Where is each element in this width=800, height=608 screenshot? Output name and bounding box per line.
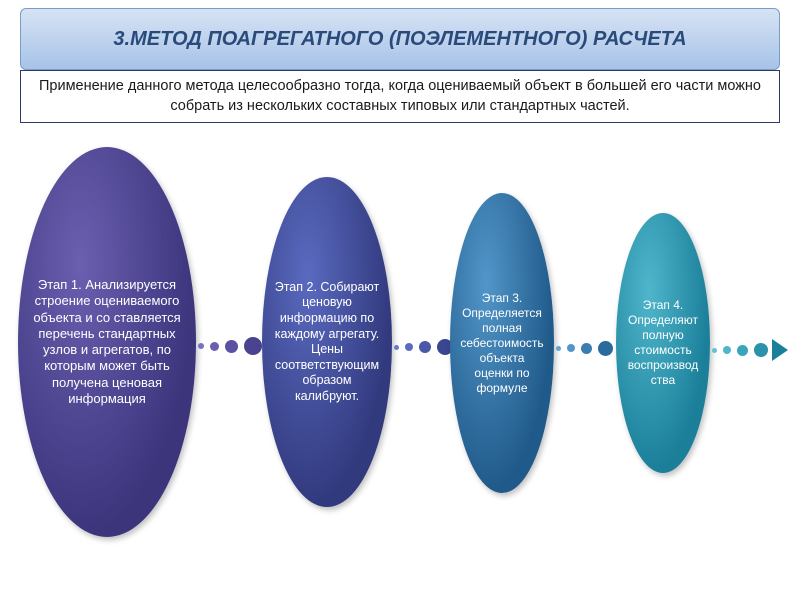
dot-icon	[244, 337, 262, 355]
title-bar: 3.МЕТОД ПОАГРЕГАТНОГО (ПОЭЛЕМЕНТНОГО) РА…	[20, 8, 780, 70]
arrow-right-icon	[772, 339, 788, 361]
dot-icon	[198, 343, 204, 349]
connector-4	[712, 339, 788, 361]
stage-1-text: Этап 1. Анализируется строение оцениваем…	[28, 277, 186, 407]
dot-icon	[754, 343, 768, 357]
dot-icon	[598, 341, 613, 356]
stage-2-text: Этап 2. Собирают ценовую информацию по к…	[272, 280, 382, 405]
subtitle-text: Применение данного метода целесообразно …	[33, 77, 767, 116]
dot-icon	[737, 345, 748, 356]
dot-icon	[556, 346, 561, 351]
dot-icon	[419, 341, 431, 353]
dot-icon	[405, 343, 413, 351]
dot-icon	[567, 344, 575, 352]
dot-icon	[581, 343, 592, 354]
stage-4-text: Этап 4. Определяют полную стоимость восп…	[626, 298, 700, 388]
stage-3-text: Этап 3. Определяется полная себестоимост…	[460, 291, 544, 396]
dot-icon	[712, 348, 717, 353]
stages-diagram: Этап 1. Анализируется строение оцениваем…	[0, 133, 800, 563]
stage-3-oval: Этап 3. Определяется полная себестоимост…	[450, 193, 554, 493]
dot-icon	[210, 342, 219, 351]
dot-icon	[225, 340, 238, 353]
page-title: 3.МЕТОД ПОАГРЕГАТНОГО (ПОЭЛЕМЕНТНОГО) РА…	[113, 27, 686, 51]
stage-4-oval: Этап 4. Определяют полную стоимость восп…	[616, 213, 710, 473]
stage-1-oval: Этап 1. Анализируется строение оцениваем…	[18, 147, 196, 537]
subtitle-box: Применение данного метода целесообразно …	[20, 70, 780, 123]
stage-2-oval: Этап 2. Собирают ценовую информацию по к…	[262, 177, 392, 507]
dot-icon	[723, 346, 731, 354]
dot-icon	[394, 345, 399, 350]
